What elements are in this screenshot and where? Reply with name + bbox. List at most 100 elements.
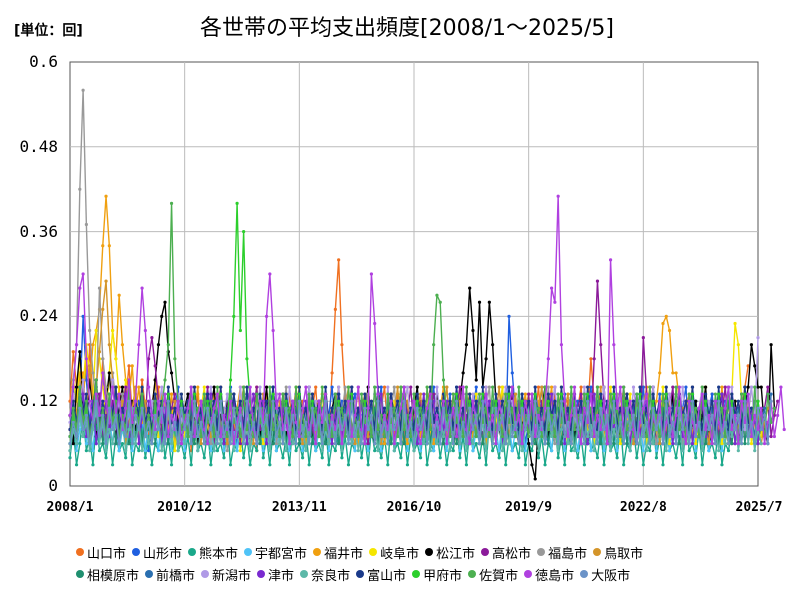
data-point [441, 378, 446, 382]
data-point [749, 406, 754, 410]
data-point [566, 434, 570, 439]
data-point [271, 328, 275, 333]
data-point [255, 385, 259, 389]
data-point [533, 477, 537, 481]
data-point [196, 434, 200, 439]
data-point [120, 420, 125, 424]
data-point [651, 406, 655, 410]
legend-item[interactable]: 高松市 [481, 543, 531, 562]
data-point [304, 420, 308, 424]
data-point [690, 442, 695, 446]
data-point [743, 385, 747, 389]
data-point [454, 392, 459, 396]
data-point [337, 442, 341, 446]
legend-item[interactable]: 鳥取市 [593, 543, 643, 562]
data-point [166, 399, 170, 403]
data-point [386, 385, 390, 389]
legend-item[interactable]: 前橋市 [145, 565, 195, 584]
data-point [333, 392, 337, 396]
data-point [268, 272, 272, 276]
data-point [484, 385, 488, 389]
data-point [776, 413, 780, 417]
data-point [766, 442, 770, 446]
data-point [202, 385, 206, 389]
data-point [104, 385, 108, 389]
data-point [114, 413, 118, 417]
data-point [392, 406, 396, 410]
legend-label: 岐阜市 [380, 546, 420, 562]
data-point [248, 385, 252, 389]
data-point [759, 406, 763, 410]
legend-item[interactable]: 福井市 [313, 543, 363, 562]
data-point [756, 406, 760, 410]
data-point [356, 406, 360, 410]
data-point [71, 406, 75, 410]
data-point [363, 406, 367, 410]
legend-item[interactable]: 徳島市 [524, 565, 574, 584]
data-point [602, 463, 606, 467]
data-point [608, 392, 613, 396]
legend-item[interactable]: 松江市 [425, 543, 475, 562]
data-point [176, 442, 180, 446]
data-point [497, 385, 501, 389]
data-point [641, 385, 645, 389]
legend-item[interactable]: 福島市 [537, 543, 587, 562]
data-point [71, 442, 75, 446]
data-point [228, 399, 233, 403]
data-point [389, 442, 393, 446]
legend-item[interactable]: 岐阜市 [369, 543, 419, 562]
data-point [327, 463, 331, 467]
legend-item[interactable]: 熊本市 [188, 543, 238, 562]
data-point [677, 385, 681, 389]
data-point [432, 385, 436, 389]
data-point [563, 399, 567, 403]
data-point [428, 385, 432, 389]
legend-item[interactable]: 佐賀市 [468, 565, 518, 584]
legend-item[interactable]: 新潟市 [201, 565, 251, 584]
legend-item[interactable]: 相模原市 [76, 565, 139, 584]
data-point [513, 392, 518, 396]
data-point [743, 392, 747, 396]
legend-item[interactable]: 奈良市 [300, 565, 350, 584]
legend-marker-icon [580, 570, 589, 578]
data-point [487, 420, 491, 424]
data-point [402, 399, 406, 403]
data-point [71, 399, 75, 403]
data-point [720, 449, 724, 453]
data-point [392, 385, 396, 389]
legend-marker-icon [369, 548, 378, 556]
data-point [740, 399, 744, 403]
data-point [91, 463, 95, 467]
data-point [638, 420, 642, 424]
data-point [199, 420, 203, 424]
legend-item[interactable]: 山口市 [76, 543, 126, 562]
data-point [435, 385, 439, 389]
data-point [232, 449, 236, 453]
data-point [379, 449, 383, 453]
data-point [602, 442, 606, 446]
data-point [687, 399, 691, 403]
data-point [464, 449, 469, 453]
data-point [536, 406, 541, 410]
data-point [379, 392, 383, 396]
data-point [710, 442, 714, 446]
data-point [169, 392, 174, 396]
legend-item[interactable]: 山形市 [132, 543, 182, 562]
legend-item[interactable]: 宇都宮市 [244, 543, 307, 562]
data-point [654, 456, 659, 460]
legend-item[interactable]: 大阪市 [580, 565, 630, 584]
data-point [376, 449, 380, 453]
data-point [720, 385, 724, 389]
data-point [766, 420, 770, 424]
legend-item[interactable]: 富山市 [356, 565, 406, 584]
data-point [166, 442, 170, 446]
legend-item[interactable]: 津市 [257, 565, 294, 584]
data-point [147, 406, 151, 410]
data-point [759, 442, 763, 446]
data-point [513, 434, 518, 439]
data-point [242, 442, 246, 446]
data-point [297, 385, 301, 389]
data-point [353, 392, 357, 396]
legend-item[interactable]: 甲府市 [412, 565, 462, 584]
data-point [215, 442, 220, 446]
